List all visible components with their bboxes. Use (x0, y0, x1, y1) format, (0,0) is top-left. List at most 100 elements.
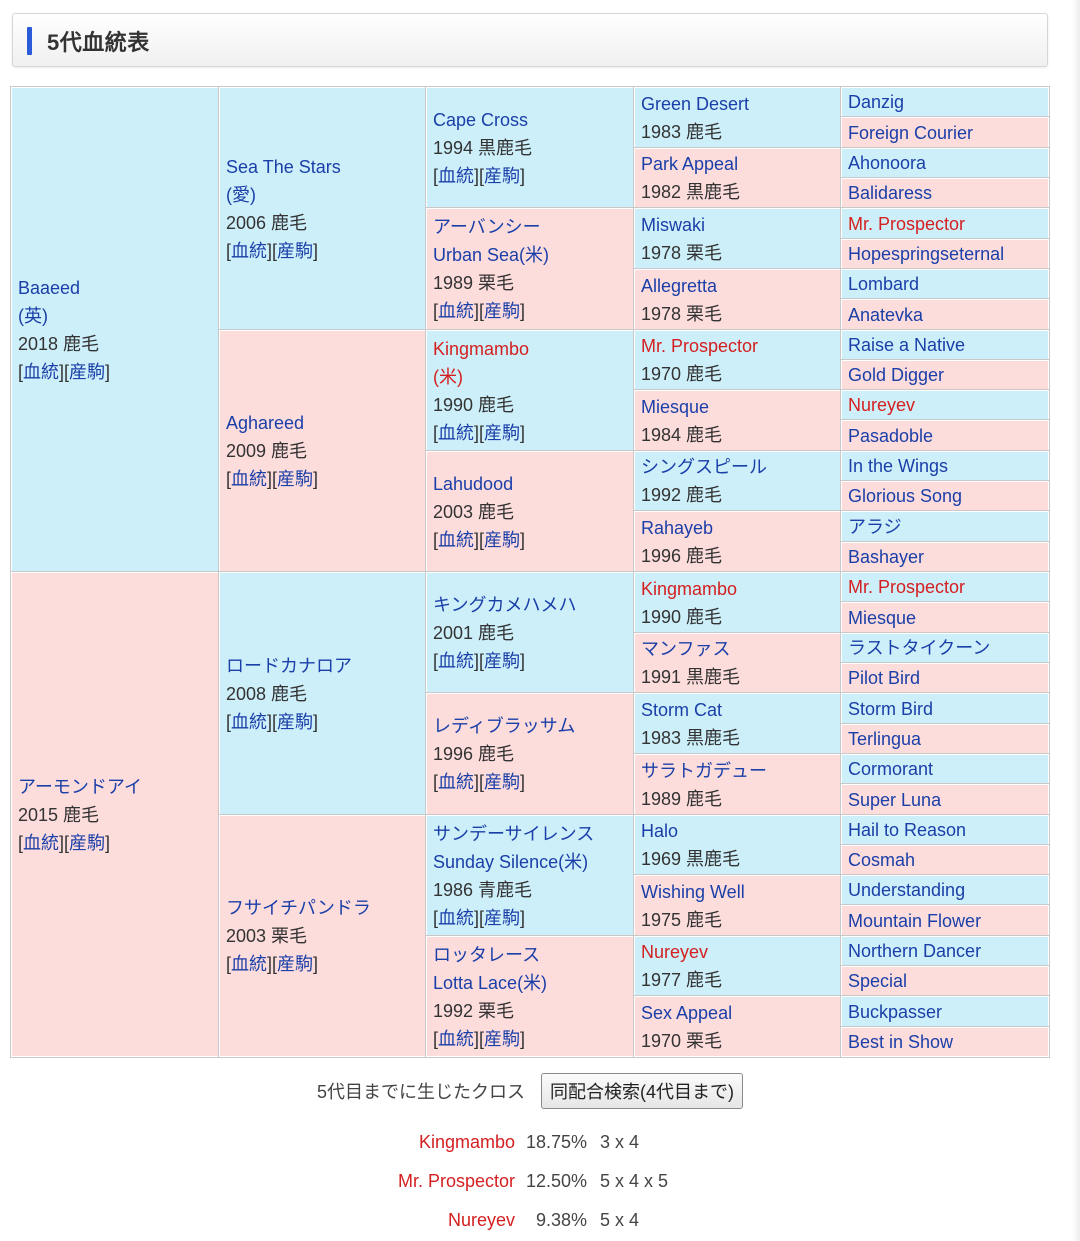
pedigree-link[interactable]: 血統 (438, 772, 475, 792)
offspring-link[interactable]: 産駒 (484, 422, 521, 443)
horse-name-link[interactable]: Wishing Well (641, 881, 745, 902)
horse-name-link[interactable]: Mr. Prospector (848, 213, 966, 234)
horse-name-link[interactable]: Baaeed (18, 277, 81, 298)
pedigree-link[interactable]: 血統 (438, 1028, 475, 1049)
pedigree-link[interactable]: 血統 (23, 832, 60, 853)
horse-name-link[interactable]: Allegretta (641, 275, 718, 296)
horse-name-link[interactable]: Balidaress (848, 183, 933, 203)
horse-name-link[interactable]: Hail to Reason (848, 820, 967, 840)
horse-name-link[interactable]: Special (848, 971, 908, 991)
pedigree-link[interactable]: 血統 (438, 529, 475, 550)
horse-name-link[interactable]: Northern Dancer (848, 941, 982, 961)
horse-name-link[interactable]: In the Wings (848, 456, 949, 476)
pedigree-cell-gen5: Ahonoora (840, 147, 1050, 179)
horse-name-link[interactable]: Lahudood (433, 473, 514, 494)
horse-name-link[interactable]: Miesque (848, 607, 917, 628)
horse-name-link[interactable]: アーバンシー (433, 217, 541, 237)
offspring-link[interactable]: 産駒 (484, 772, 521, 792)
horse-name-link[interactable]: Cape Cross (433, 109, 529, 130)
offspring-link[interactable]: 産駒 (277, 469, 314, 489)
horse-name-link[interactable]: ロードカナロア (226, 655, 352, 676)
horse-name-link[interactable]: マンファス (641, 639, 731, 659)
horse-name-link[interactable]: フサイチパンドラ (226, 898, 371, 918)
pedigree-link[interactable]: 血統 (438, 165, 475, 186)
offspring-link[interactable]: 産駒 (484, 165, 521, 186)
horse-name-link[interactable]: アラジ (848, 516, 902, 537)
pedigree-link[interactable]: 血統 (231, 240, 268, 261)
horse-name-link[interactable]: サラトガデュー (641, 760, 767, 781)
horse-name-link[interactable]: Miesque (641, 396, 710, 417)
horse-name-link[interactable]: Rahayeb (641, 517, 714, 538)
horse-name-link[interactable]: Sex Appeal (641, 1002, 733, 1023)
horse-name-link[interactable]: サンデーサイレンス (433, 823, 595, 844)
offspring-link[interactable]: 産駒 (484, 650, 521, 671)
horse-name-link[interactable]: Nureyev (848, 395, 916, 415)
pedigree-link[interactable]: 血統 (438, 301, 475, 321)
horse-name-link[interactable]: Bashayer (848, 547, 925, 567)
horse-name-link[interactable]: ロッタレース (433, 944, 541, 965)
horse-name-link[interactable]: Terlingua (848, 729, 922, 749)
horse-name-link[interactable]: Lombard (848, 274, 920, 294)
horse-name-link[interactable]: Mountain Flower (848, 910, 982, 931)
horse-name-link[interactable]: ラストタイクーン (848, 638, 991, 658)
pedigree-link[interactable]: 血統 (231, 469, 268, 489)
horse-name-link[interactable]: Best in Show (848, 1032, 954, 1052)
horse-name-link[interactable]: レディブラッサム (433, 716, 576, 736)
horse-name-link[interactable]: Glorious Song (848, 486, 963, 506)
horse-name-link[interactable]: Danzig (848, 92, 905, 112)
horse-name-link[interactable]: Kingmambo (433, 338, 530, 359)
horse-name-link[interactable]: Green Desert (641, 93, 750, 114)
offspring-link[interactable]: 産駒 (484, 301, 521, 321)
horse-name-link[interactable]: Raise a Native (848, 335, 966, 355)
horse-name-link[interactable]: Nureyev (641, 942, 709, 962)
pedigree-cell-gen5: ラストタイクーン (840, 632, 1050, 664)
horse-name-link[interactable]: Halo (641, 821, 679, 841)
pedigree-link[interactable]: 血統 (231, 711, 268, 732)
horse-name-link[interactable]: Mr. Prospector (848, 577, 966, 597)
offspring-link[interactable]: 産駒 (277, 711, 314, 732)
horse-name-link[interactable]: Park Appeal (641, 154, 739, 174)
offspring-link[interactable]: 産駒 (484, 529, 521, 550)
same-mating-search-button[interactable]: 同配合検索(4代目まで) (541, 1073, 743, 1109)
horse-name-link[interactable]: Ahonoora (848, 153, 927, 173)
horse-name-link[interactable]: Sea The Stars (226, 156, 341, 177)
cross-horse-name[interactable]: Nureyev (447, 1210, 515, 1230)
pedigree-cell-gen3: ロッタレース Lotta Lace(米) 1992 栗毛 [血統][産駒] (425, 935, 635, 1058)
pedigree-link[interactable]: 血統 (438, 907, 475, 928)
horse-name-link[interactable]: Mr. Prospector (641, 336, 759, 356)
pedigree-cell-gen4: Kingmambo 1990 鹿毛 (633, 571, 842, 634)
horse-name-link[interactable]: アーモンドアイ (18, 776, 143, 797)
horse-name-link[interactable]: Kingmambo (641, 578, 738, 599)
pedigree-link[interactable]: 血統 (438, 650, 475, 671)
horse-name-link[interactable]: Pasadoble (848, 425, 934, 446)
offspring-link[interactable]: 産駒 (484, 1028, 521, 1049)
horse-name-link[interactable]: Hopespringseternal (848, 244, 1005, 264)
horse-name-link[interactable]: Understanding (848, 880, 966, 900)
cross-horse-name[interactable]: Mr. Prospector (397, 1171, 515, 1191)
pedigree-link[interactable]: 血統 (23, 361, 60, 382)
horse-name-link[interactable]: Pilot Bird (848, 668, 921, 688)
horse-name-link[interactable]: シングスピール (641, 457, 767, 477)
horse-name-link[interactable]: Gold Digger (848, 365, 945, 385)
pedigree-link[interactable]: 血統 (438, 422, 475, 443)
horse-name-link[interactable]: Anatevka (848, 304, 924, 325)
horse-name-link[interactable]: Cosmah (848, 850, 916, 870)
horse-name-link[interactable]: Super Luna (848, 789, 942, 810)
horse-name-link[interactable]: Foreign Courier (848, 122, 974, 143)
horse-year-color: 1986 青鹿毛 (433, 879, 533, 900)
horse-name-link[interactable]: キングカメハメハ (433, 594, 577, 615)
horse-name-link[interactable]: Miswaki (641, 214, 706, 235)
horse-name-link[interactable]: Aghareed (226, 413, 305, 433)
horse-name-link[interactable]: Storm Cat (641, 699, 723, 720)
horse-name-link[interactable]: Storm Bird (848, 698, 934, 719)
offspring-link[interactable]: 産駒 (277, 240, 314, 261)
offspring-link[interactable]: 産駒 (69, 361, 106, 382)
horse-name-link[interactable]: Buckpasser (848, 1001, 943, 1022)
pedigree-link[interactable]: 血統 (231, 954, 268, 974)
offspring-link[interactable]: 産駒 (69, 832, 106, 853)
offspring-link[interactable]: 産駒 (277, 954, 314, 974)
pedigree-cell-gen5: Mountain Flower (840, 904, 1050, 937)
cross-horse-name[interactable]: Kingmambo (418, 1132, 515, 1152)
offspring-link[interactable]: 産駒 (484, 907, 521, 928)
horse-name-link[interactable]: Cormorant (848, 759, 934, 779)
